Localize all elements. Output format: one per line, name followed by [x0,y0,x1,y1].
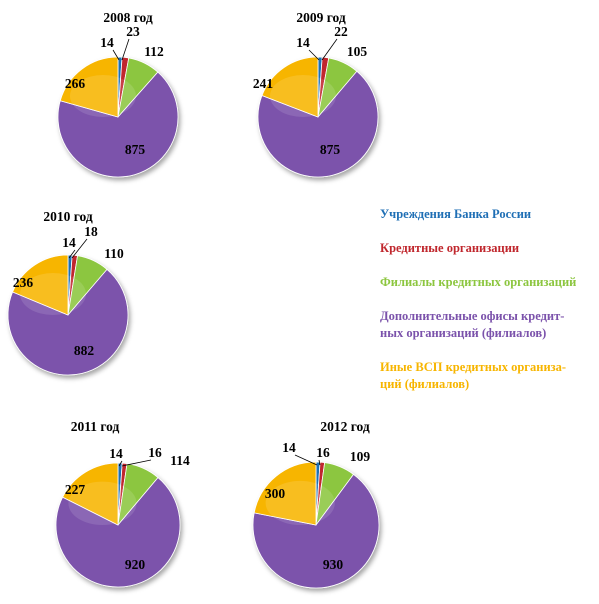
pie-4-value-label-1: 14 [109,446,123,461]
pie-1: 2008 год 14 23 112 875 266 [57,10,179,178]
pie-4-leader-1 [118,460,123,467]
pie-3-value-label-3: 110 [104,246,124,261]
pie-1-value-label-4: 875 [125,142,146,157]
pie-5-leader-2 [318,459,321,466]
pie-5-leader-1 [294,454,318,466]
pie-3-slice-5 [12,254,69,316]
pie-2-title: 2009 год [296,10,346,25]
pie-1-slice-4 [57,71,179,178]
pie-2-leader-1 [308,49,320,61]
pie-3-value-label-1: 14 [62,235,76,250]
pie-3-value-label-4: 882 [74,343,95,358]
pie-5-value-label-1: 14 [282,440,296,455]
pie-3-leader-2 [71,238,88,259]
pie-4-value-label-3: 114 [170,453,190,468]
pie-5-slice-4 [252,473,380,589]
pie-2-value-label-1: 14 [296,35,310,50]
pie-5-value-label-2: 16 [316,445,330,460]
pie-4-sheen [68,481,137,525]
pie-1-value-label-1: 14 [100,35,114,50]
pie-4-title: 2011 год [71,419,120,434]
pie-4: 2011 год 14 16 114 920 227 [55,419,190,588]
pie-1-title: 2008 год [103,10,153,25]
legend-item-other-units: Иные ВСП кредитных организа- ций (филиал… [380,360,567,391]
pie-3-value-label-2: 18 [84,224,98,239]
pie-4-value-label-4: 920 [125,557,146,572]
pie-3-value-label-5: 236 [13,275,34,290]
pie-2-slice-4 [257,70,379,178]
pie-5: 2012 год 14 16 109 930 300 [252,419,380,589]
pie-5-value-label-4: 930 [323,557,344,572]
pie-4-slice-4 [55,477,181,588]
pie-1-sheen [70,75,136,117]
pie-3-leader-1 [68,249,76,259]
pie-4-value-label-2: 16 [148,445,162,460]
pie-1-value-label-2: 23 [126,24,140,39]
pie-2-value-label-3: 105 [347,44,368,59]
legend-item-additional-offices: Дополнительные офисы кредит- ных организ… [380,309,565,340]
pie-2-sheen [270,75,336,117]
pie-2: 2009 год 14 22 105 875 241 [253,10,379,178]
pie-1-leader-2 [121,38,130,61]
legend-item-branches: Филиалы кредитных организаций [380,275,577,289]
pie-2-value-label-4: 875 [320,142,341,157]
pie-3: 2010 год 14 18 110 882 236 [7,209,129,376]
pie-1-value-label-3: 112 [144,44,164,59]
legend-item-bank-of-russia: Учреждения Банка России [380,207,532,221]
pie-1-leader-1 [112,49,120,61]
pie-2-value-label-2: 22 [334,24,348,39]
pie-5-value-label-5: 300 [265,486,286,501]
pie-1-value-label-5: 266 [65,76,86,91]
pie-5-title: 2012 год [320,419,370,434]
pie-5-value-label-3: 109 [350,449,371,464]
pie-1-slice-5 [59,56,119,118]
legend-item-credit-orgs: Кредитные организации [380,241,520,255]
pie-2-value-label-5: 241 [253,76,274,91]
pie-3-title: 2010 год [43,209,93,224]
pie-3-slice-4 [7,268,129,376]
pie-2-leader-2 [321,38,338,61]
pie-4-value-label-5: 227 [65,482,86,497]
pie-4-slice-5 [62,462,119,526]
pie-2-slice-5 [261,56,319,118]
pie-5-sheen [265,480,335,525]
pie-4-leader-2 [121,459,152,467]
legend: Учреждения Банка России Кредитные органи… [380,206,595,393]
pie-5-slice-5 [253,461,317,526]
pie-3-sheen [20,273,86,315]
